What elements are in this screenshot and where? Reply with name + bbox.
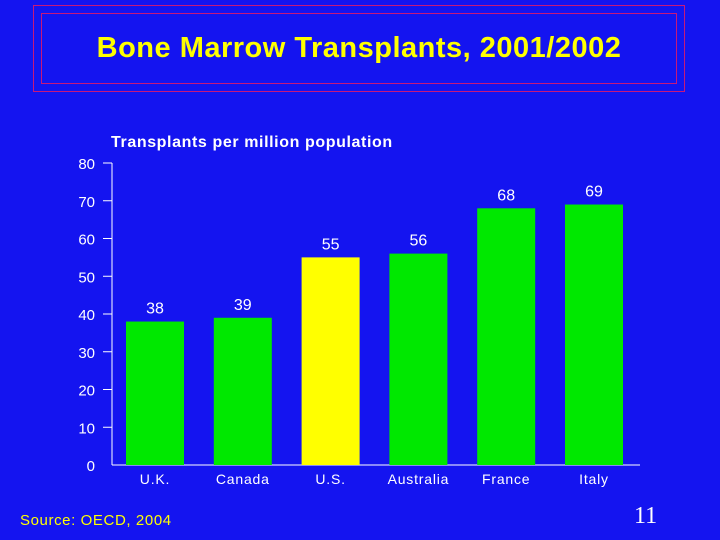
y-tick-label: 50 (78, 269, 95, 286)
slide-title: Bone Marrow Transplants, 2001/2002 (96, 32, 622, 64)
bar (565, 204, 623, 465)
page-number: 11 (634, 503, 658, 529)
x-tick-label: U.K. (140, 471, 170, 487)
title-frame: Bone Marrow Transplants, 2001/2002 (33, 5, 685, 92)
y-tick-label: 30 (78, 345, 95, 362)
bar (477, 208, 536, 466)
bar (389, 253, 448, 465)
data-label: 68 (497, 187, 515, 204)
y-tick-label: 80 (78, 156, 95, 173)
bar (213, 317, 272, 465)
y-tick-label: 40 (78, 307, 95, 324)
bar (126, 321, 184, 465)
data-label: 69 (585, 184, 603, 201)
bar (301, 257, 360, 465)
source-note: Source: OECD, 2004 (20, 512, 172, 529)
x-tick-label: Australia (388, 471, 450, 487)
data-label: 56 (410, 233, 428, 250)
data-label: 38 (146, 301, 164, 318)
x-tick-label: Canada (216, 471, 270, 487)
chart-subtitle: Transplants per million population (111, 134, 393, 151)
y-tick-label: 70 (78, 194, 95, 211)
data-label: 55 (322, 236, 340, 253)
data-label: 39 (234, 297, 252, 314)
x-tick-label: U.S. (315, 471, 345, 487)
y-tick-label: 60 (78, 232, 95, 249)
title-frame-inner: Bone Marrow Transplants, 2001/2002 (41, 13, 677, 84)
x-tick-label: Italy (579, 471, 609, 487)
y-tick-label: 10 (78, 420, 95, 437)
y-tick-label: 20 (78, 383, 95, 400)
y-tick-label: 0 (87, 458, 95, 475)
x-tick-label: France (482, 471, 530, 487)
